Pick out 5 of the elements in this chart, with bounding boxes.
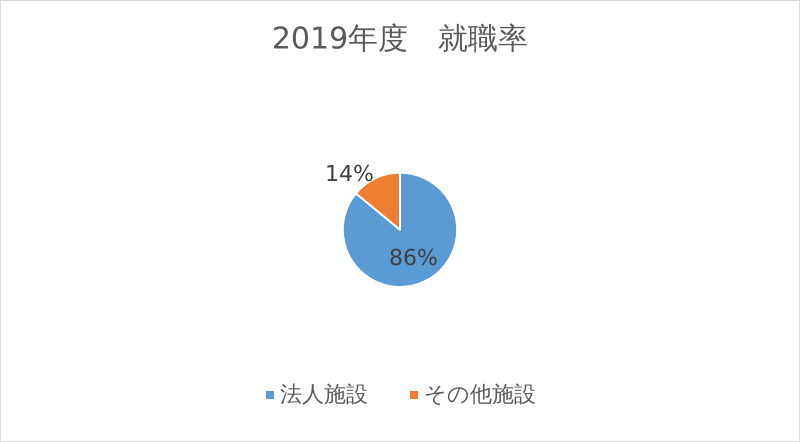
chart-title: 2019年度 就職率 (272, 22, 528, 56)
legend-label: その他施設 (424, 382, 536, 408)
legend-label: 法人施設 (280, 382, 368, 408)
data-label: 86% (389, 246, 438, 271)
data-label: 14% (325, 162, 374, 187)
